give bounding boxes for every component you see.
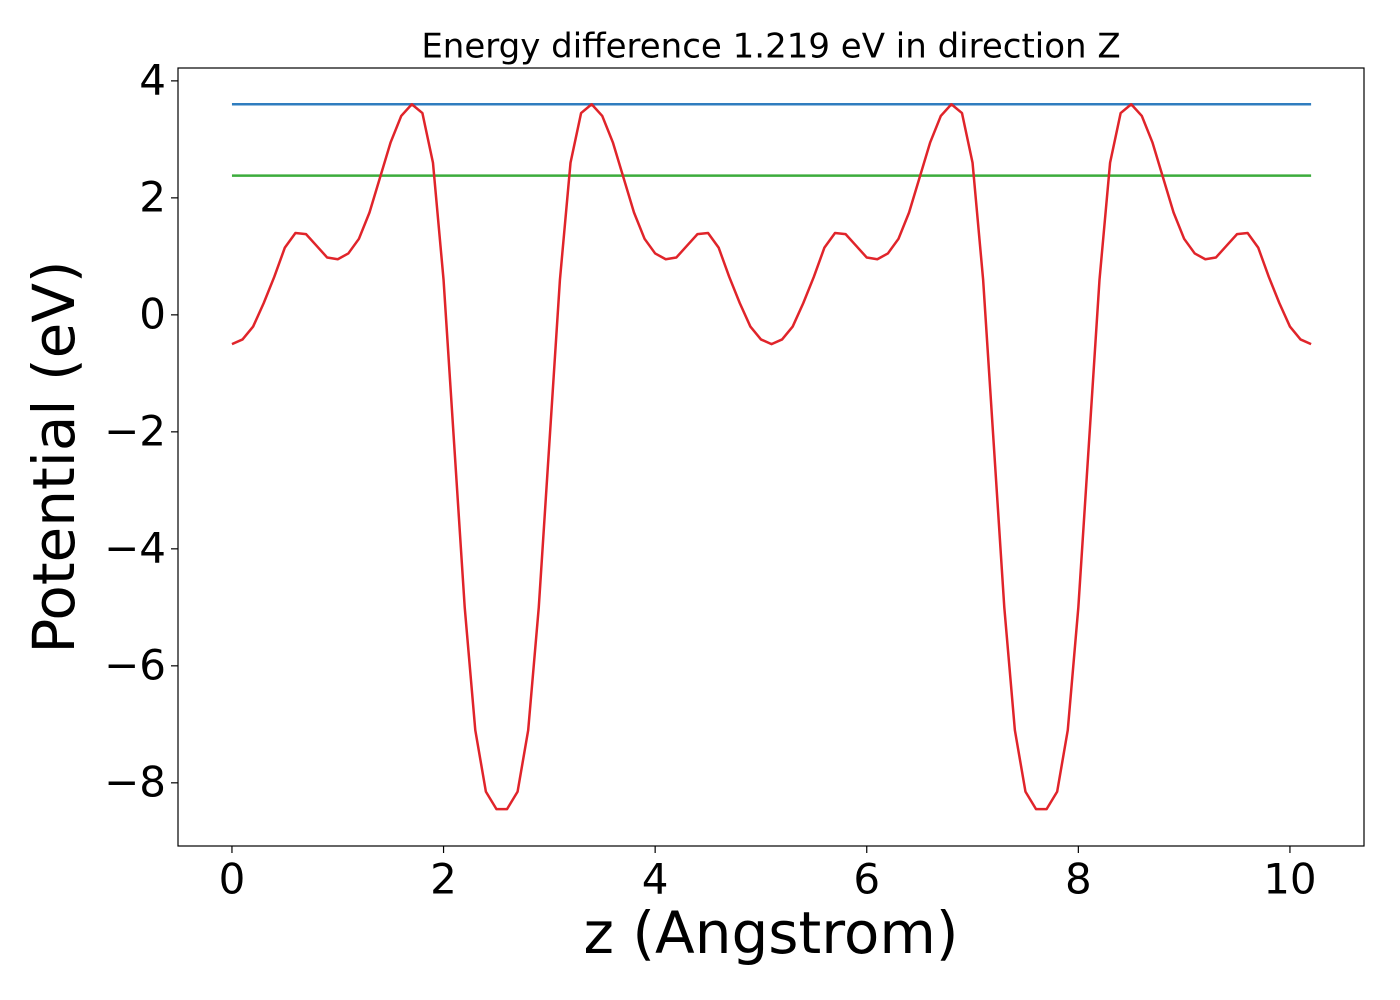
x-tick-label: 8 (1065, 855, 1092, 904)
y-axis-label: Potential (eV) (20, 260, 88, 653)
y-tick-label: −2 (104, 406, 166, 455)
x-tick-label: 10 (1263, 855, 1316, 904)
x-tick-label: 6 (853, 855, 880, 904)
y-tick-label: 0 (139, 289, 166, 338)
y-tick-label: −8 (104, 757, 166, 806)
x-axis-label: z (Angstrom) (584, 899, 959, 967)
x-tick-label: 4 (642, 855, 669, 904)
series-line (231, 103, 1312, 811)
y-tick-label: 4 (139, 55, 166, 104)
x-tick-label: 2 (430, 855, 457, 904)
y-tick-label: −4 (104, 523, 166, 572)
plot-frame (177, 67, 1365, 847)
y-tick-label: −6 (104, 640, 166, 689)
x-tick-label: 0 (219, 855, 246, 904)
chart-title: Energy difference 1.219 eV in direction … (421, 27, 1120, 67)
y-tick-label: 2 (139, 172, 166, 221)
